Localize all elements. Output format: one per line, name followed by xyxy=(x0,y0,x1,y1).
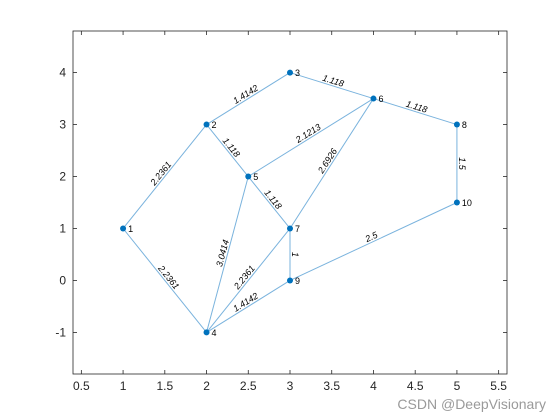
y-tick-label: 1 xyxy=(59,221,66,235)
y-tick-label: 2 xyxy=(59,170,66,184)
edge-weight-label: 1 xyxy=(290,252,300,257)
y-axis: -1 0 1 2 3 4 xyxy=(55,66,507,339)
edge-2-5 xyxy=(206,124,249,177)
x-tick-label: 1 xyxy=(120,379,127,393)
edge-2-3 xyxy=(206,72,291,125)
node-label: 6 xyxy=(378,94,383,104)
edge-4-5 xyxy=(206,176,249,333)
x-tick-label: 2.5 xyxy=(240,379,257,393)
edge-1-2 xyxy=(122,124,207,229)
watermark: CSDN @DeepVisionary xyxy=(397,396,546,412)
x-tick-label: 5.5 xyxy=(490,379,507,393)
x-tick-label: 0.5 xyxy=(73,379,90,393)
node-label: 10 xyxy=(462,198,472,208)
plot-background xyxy=(73,31,507,374)
edge-9-10 xyxy=(289,202,458,281)
y-tick-label: 4 xyxy=(59,66,66,80)
y-tick-label: 3 xyxy=(59,118,66,132)
edge-4-7 xyxy=(206,228,291,333)
edge-5-7 xyxy=(247,176,291,229)
node-9 xyxy=(287,277,293,284)
node-labels-layer: 1 2 3 4 5 6 7 8 9 10 xyxy=(128,68,472,338)
x-tick-label: 3.5 xyxy=(323,379,340,393)
edge-5-6 xyxy=(248,98,374,177)
edge-4-9 xyxy=(206,280,291,333)
node-6 xyxy=(370,95,377,102)
x-tick-label: 1.5 xyxy=(156,379,173,393)
x-tick-label: 2 xyxy=(203,379,210,393)
y-tick-label: 0 xyxy=(59,273,66,287)
node-3 xyxy=(287,69,293,76)
node-label: 2 xyxy=(212,120,217,130)
node-label: 9 xyxy=(295,276,300,286)
nodes-layer xyxy=(120,69,460,336)
node-label: 8 xyxy=(462,120,467,130)
node-5 xyxy=(245,173,252,180)
edge-1-4 xyxy=(122,228,207,333)
node-7 xyxy=(287,225,293,232)
x-axis: 0.5 1 1.5 2 2.5 3 3.5 4 4.5 5 5.5 xyxy=(73,31,507,393)
node-label: 1 xyxy=(128,224,133,234)
edge-6-8 xyxy=(373,98,458,126)
edges-layer xyxy=(122,72,458,333)
node-4 xyxy=(203,329,210,336)
node-1 xyxy=(120,225,127,232)
x-tick-label: 3 xyxy=(287,379,294,393)
node-label: 5 xyxy=(253,172,258,182)
edge-3-6 xyxy=(289,72,374,100)
y-tick-label: -1 xyxy=(55,325,66,339)
node-label: 7 xyxy=(295,224,300,234)
node-label: 4 xyxy=(212,328,217,338)
node-8 xyxy=(453,121,460,128)
x-tick-label: 5 xyxy=(454,379,461,393)
edge-weight-label: 1.5 xyxy=(457,157,467,171)
edge-6-7 xyxy=(289,98,374,229)
x-tick-label: 4.5 xyxy=(407,379,424,393)
x-tick-label: 4 xyxy=(370,379,377,393)
node-label: 3 xyxy=(295,68,300,78)
node-10 xyxy=(453,199,460,206)
node-2 xyxy=(203,121,210,128)
